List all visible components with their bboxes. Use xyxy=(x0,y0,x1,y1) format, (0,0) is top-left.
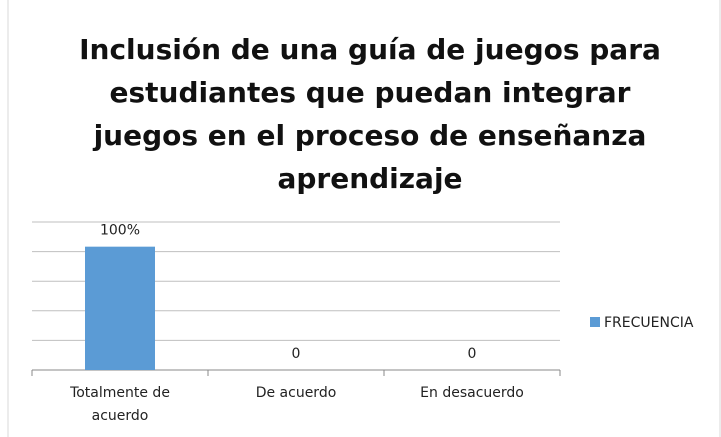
legend-swatch xyxy=(590,317,600,327)
data-label: 100% xyxy=(100,223,140,239)
x-tick-label: De acuerdo xyxy=(255,385,337,401)
x-tick-label: Totalmente de acuerdo xyxy=(70,385,170,424)
data-label: 0 xyxy=(292,346,301,362)
legend-label: FRECUENCIA xyxy=(604,315,694,331)
bar xyxy=(85,246,155,370)
x-tick-label: En desacuerdo xyxy=(420,385,524,401)
chart-title: Inclusión de una guía de juegos para est… xyxy=(79,33,661,195)
data-label: 0 xyxy=(468,346,477,362)
